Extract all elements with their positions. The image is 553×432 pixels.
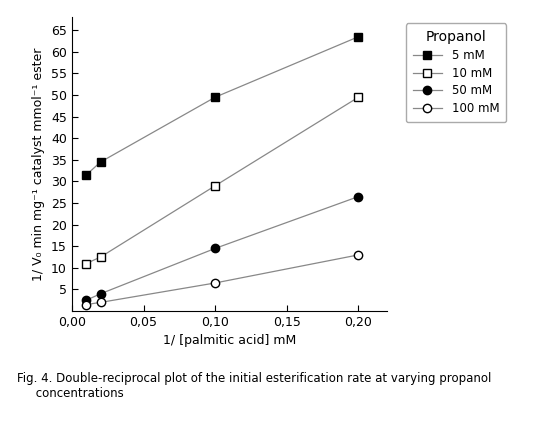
50 mM [97, 291, 104, 296]
50 mM [212, 246, 218, 251]
10 mM [83, 261, 90, 266]
X-axis label: 1/ [palmitic acid] mM: 1/ [palmitic acid] mM [163, 334, 296, 347]
5 mM [212, 95, 218, 100]
5 mM [355, 34, 362, 39]
100 mM [83, 302, 90, 307]
Y-axis label: 1/ V₀ min mg⁻¹ catalyst mmol⁻¹ ester: 1/ V₀ min mg⁻¹ catalyst mmol⁻¹ ester [33, 48, 45, 281]
Line: 10 mM: 10 mM [82, 93, 363, 268]
Line: 50 mM: 50 mM [82, 192, 363, 305]
10 mM [97, 254, 104, 260]
10 mM [212, 183, 218, 188]
100 mM [97, 300, 104, 305]
10 mM [355, 95, 362, 100]
Line: 5 mM: 5 mM [82, 32, 363, 179]
100 mM [355, 252, 362, 257]
5 mM [97, 159, 104, 165]
Text: Fig. 4. Double-reciprocal plot of the initial esterification rate at varying pro: Fig. 4. Double-reciprocal plot of the in… [17, 372, 491, 400]
Line: 100 mM: 100 mM [82, 251, 363, 309]
Legend: 5 mM, 10 mM, 50 mM, 100 mM: 5 mM, 10 mM, 50 mM, 100 mM [405, 23, 507, 122]
50 mM [83, 298, 90, 303]
5 mM [83, 172, 90, 178]
50 mM [355, 194, 362, 199]
100 mM [212, 280, 218, 286]
